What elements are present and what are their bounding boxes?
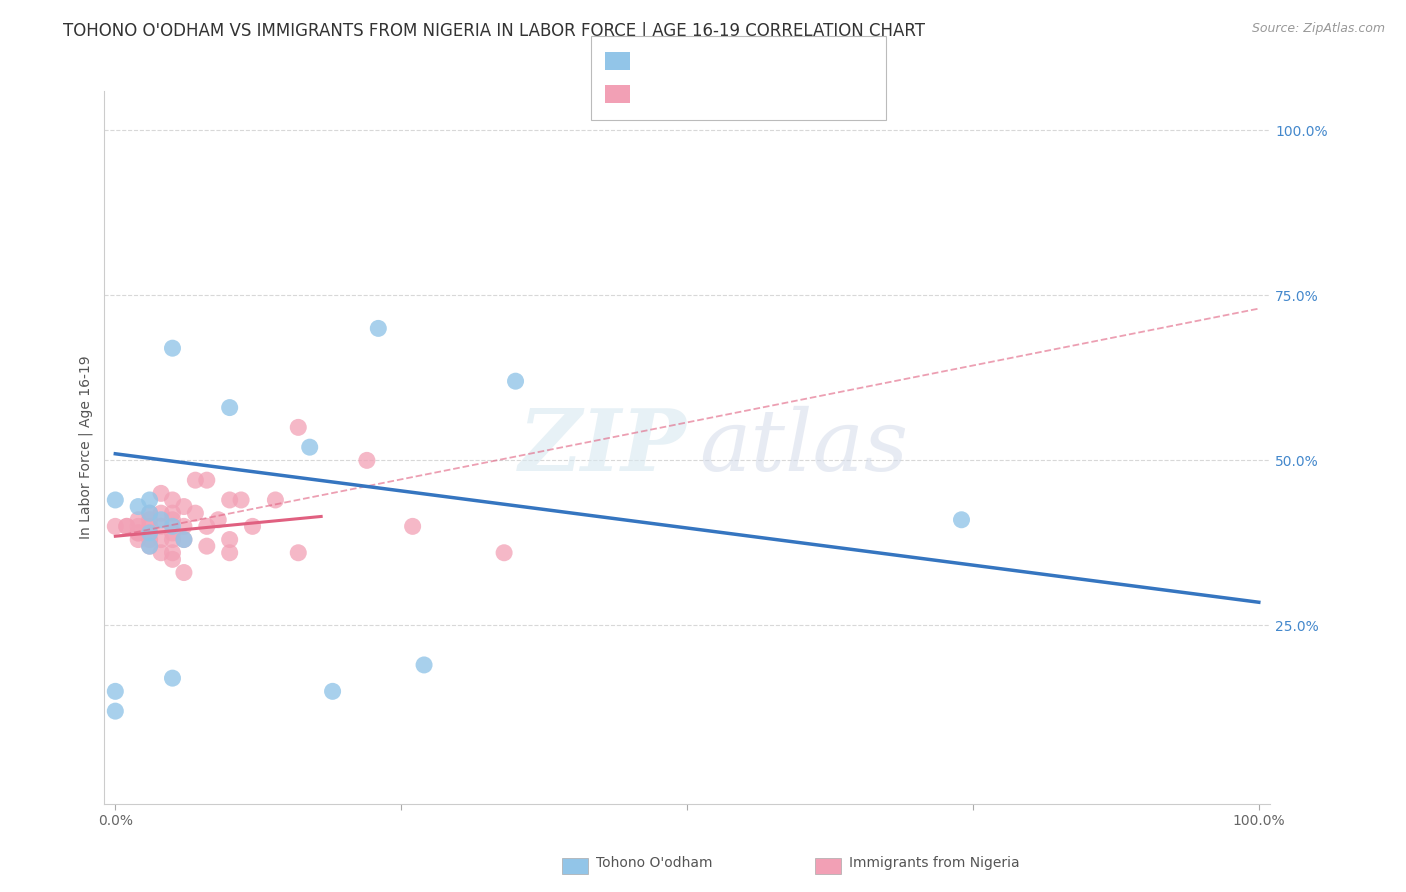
Point xyxy=(150,513,173,527)
Point xyxy=(184,506,207,520)
Point xyxy=(138,525,160,540)
Text: N =: N = xyxy=(735,52,783,70)
Point xyxy=(104,492,127,507)
Point xyxy=(162,513,184,527)
Point xyxy=(413,657,436,672)
Point xyxy=(127,525,149,540)
Point xyxy=(173,500,195,514)
Point xyxy=(207,513,229,527)
Point xyxy=(162,671,184,685)
Text: ZIP: ZIP xyxy=(519,406,688,489)
Point xyxy=(104,684,127,698)
Point xyxy=(173,533,195,547)
Point xyxy=(162,506,184,520)
Text: atlas: atlas xyxy=(699,406,908,489)
Point xyxy=(173,519,195,533)
Point xyxy=(162,341,184,355)
Point xyxy=(115,519,138,533)
Point xyxy=(264,492,287,507)
Point xyxy=(505,374,527,388)
Point xyxy=(150,546,173,560)
Point xyxy=(287,546,309,560)
Text: Immigrants from Nigeria: Immigrants from Nigeria xyxy=(849,856,1019,871)
Point xyxy=(127,525,149,540)
Point xyxy=(229,492,252,507)
Point xyxy=(401,519,423,533)
Point xyxy=(150,533,173,547)
Point xyxy=(150,506,173,520)
Point xyxy=(138,539,160,553)
Point xyxy=(104,704,127,718)
Point xyxy=(218,546,240,560)
Point xyxy=(138,519,160,533)
Point xyxy=(127,500,149,514)
Point xyxy=(162,525,184,540)
Point xyxy=(127,513,149,527)
Text: Source: ZipAtlas.com: Source: ZipAtlas.com xyxy=(1251,22,1385,36)
Point xyxy=(138,506,160,520)
Text: R =: R = xyxy=(637,85,673,103)
Point xyxy=(173,566,195,580)
Point xyxy=(184,473,207,487)
Text: Tohono O'odham: Tohono O'odham xyxy=(596,856,713,871)
Text: R =: R = xyxy=(637,52,673,70)
Point xyxy=(138,533,160,547)
Point xyxy=(494,546,516,560)
Point xyxy=(242,519,264,533)
Point xyxy=(298,440,321,454)
Y-axis label: In Labor Force | Age 16-19: In Labor Force | Age 16-19 xyxy=(79,355,93,539)
Point xyxy=(195,473,218,487)
Point xyxy=(218,492,240,507)
Point xyxy=(162,492,184,507)
Point xyxy=(115,519,138,533)
Point xyxy=(150,486,173,500)
Point xyxy=(138,513,160,527)
Text: 0.167: 0.167 xyxy=(675,85,727,103)
Point xyxy=(138,506,160,520)
Point xyxy=(356,453,378,467)
Point xyxy=(173,533,195,547)
Point xyxy=(367,321,389,335)
Text: TOHONO O'ODHAM VS IMMIGRANTS FROM NIGERIA IN LABOR FORCE | AGE 16-19 CORRELATION: TOHONO O'ODHAM VS IMMIGRANTS FROM NIGERI… xyxy=(63,22,925,40)
Point xyxy=(162,552,184,566)
Point xyxy=(138,492,160,507)
Point xyxy=(322,684,344,698)
Point xyxy=(150,519,173,533)
Text: 20: 20 xyxy=(785,52,807,70)
Point xyxy=(950,513,973,527)
Point xyxy=(162,519,184,533)
Point xyxy=(287,420,309,434)
Point xyxy=(195,539,218,553)
Point xyxy=(218,533,240,547)
Point xyxy=(104,519,127,533)
Text: -0.214: -0.214 xyxy=(675,52,734,70)
Text: 47: 47 xyxy=(785,85,808,103)
Point xyxy=(127,519,149,533)
Point xyxy=(127,533,149,547)
Point xyxy=(218,401,240,415)
Text: N =: N = xyxy=(735,85,783,103)
Point xyxy=(138,525,160,540)
Point xyxy=(162,546,184,560)
Point xyxy=(162,533,184,547)
Point xyxy=(138,539,160,553)
Point xyxy=(195,519,218,533)
